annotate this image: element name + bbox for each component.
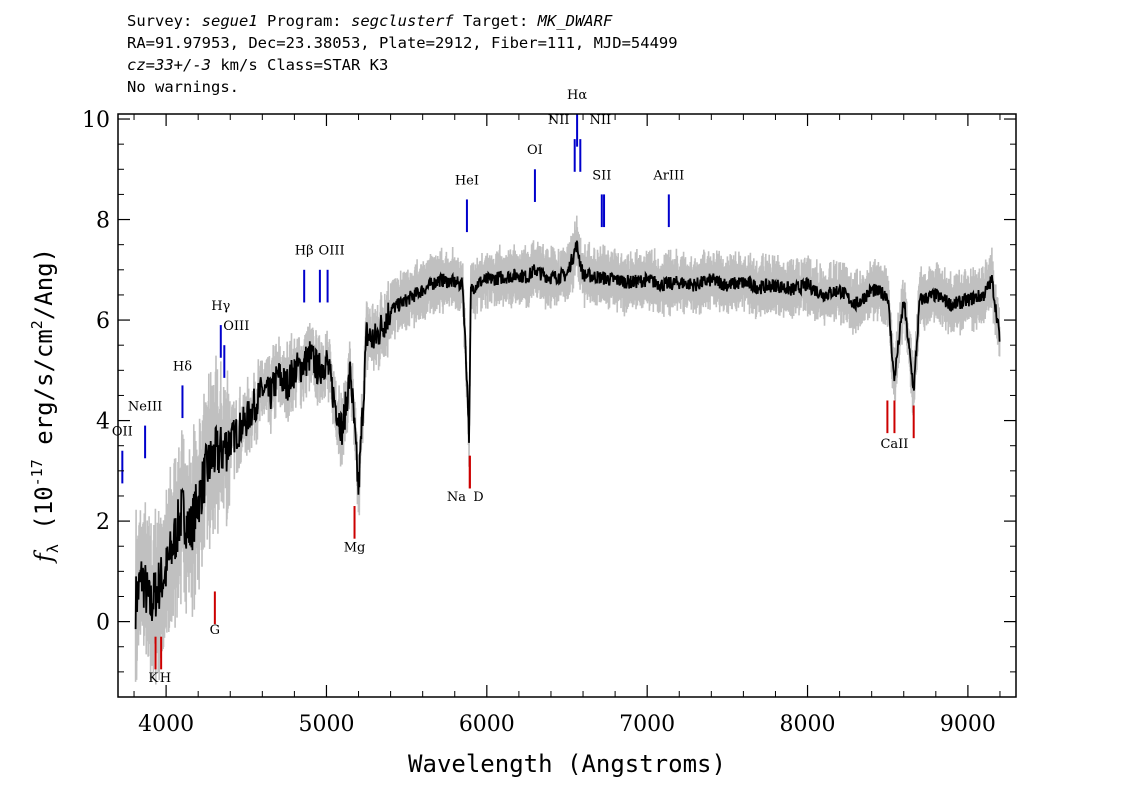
header-warnings-line: No warnings. <box>127 78 239 96</box>
emission-line-label: Hγ <box>211 299 230 314</box>
plot-frame <box>117 113 1017 698</box>
x-tick-label: 9000 <box>940 712 996 737</box>
flux-series-line <box>134 240 1001 630</box>
emission-line-label: Hδ <box>173 359 192 374</box>
emission-line-label: NeIII <box>128 400 162 415</box>
emission-line-label: OI <box>527 143 543 158</box>
absorption-line-label: CaII <box>880 437 908 452</box>
y-tick-label: 6 <box>96 309 110 334</box>
class-text: km/s Class=STAR K3 <box>211 56 389 74</box>
y-tick-label: 4 <box>96 410 110 435</box>
absorption-line-label: D <box>473 490 483 505</box>
x-tick-label: 5000 <box>298 712 354 737</box>
absorption-line-label: G <box>210 623 220 638</box>
emission-line-label: OIII <box>223 319 249 334</box>
target-label: Target: <box>453 12 538 30</box>
absorption-line-label: Na <box>447 490 466 505</box>
emission-line-label: NII <box>589 113 611 128</box>
program-value: segclusterf <box>350 12 454 30</box>
y-tick-label: 8 <box>96 209 110 234</box>
emission-line-label: HeI <box>455 173 479 188</box>
emission-line-label: OIII <box>319 244 345 259</box>
header-survey-line: Survey: segue1 Program: segclusterf Targ… <box>127 10 678 32</box>
spectrum-header: Survey: segue1 Program: segclusterf Targ… <box>127 10 678 98</box>
program-label: Program: <box>257 12 351 30</box>
absorption-line-label: H <box>160 671 171 686</box>
y-tick-label: 0 <box>96 611 110 636</box>
emission-line-label: ArIII <box>652 168 684 183</box>
target-value: MK_DWARF <box>537 12 613 30</box>
x-tick-label: 8000 <box>780 712 836 737</box>
redshift-value: cz=33+/-3 <box>127 56 211 74</box>
header-redshift-line: cz=33+/-3 km/s Class=STAR K3 <box>127 54 678 76</box>
header-coords-line: RA=91.97953, Dec=23.38053, Plate=2912, F… <box>127 34 678 52</box>
survey-value: segue1 <box>201 12 258 30</box>
x-axis-title: Wavelength (Angstroms) <box>408 750 726 778</box>
emission-line-label: Hβ <box>295 244 314 259</box>
y-tick-label: 2 <box>96 510 110 535</box>
y-axis-title: fλ (10-17 erg/s/cm2/Ang) <box>28 248 62 564</box>
absorption-line-label: K <box>148 671 158 686</box>
x-tick-label: 7000 <box>619 712 675 737</box>
emission-line-label: SII <box>592 168 611 183</box>
y-tick-label: 10 <box>82 108 110 133</box>
x-tick-label: 4000 <box>138 712 194 737</box>
absorption-line-label: Mg <box>344 540 366 555</box>
emission-line-label: NII <box>548 113 570 128</box>
survey-label: Survey: <box>127 12 202 30</box>
emission-line-label: Hα <box>567 88 587 103</box>
emission-line-label: OII <box>112 425 133 440</box>
x-tick-label: 6000 <box>459 712 515 737</box>
